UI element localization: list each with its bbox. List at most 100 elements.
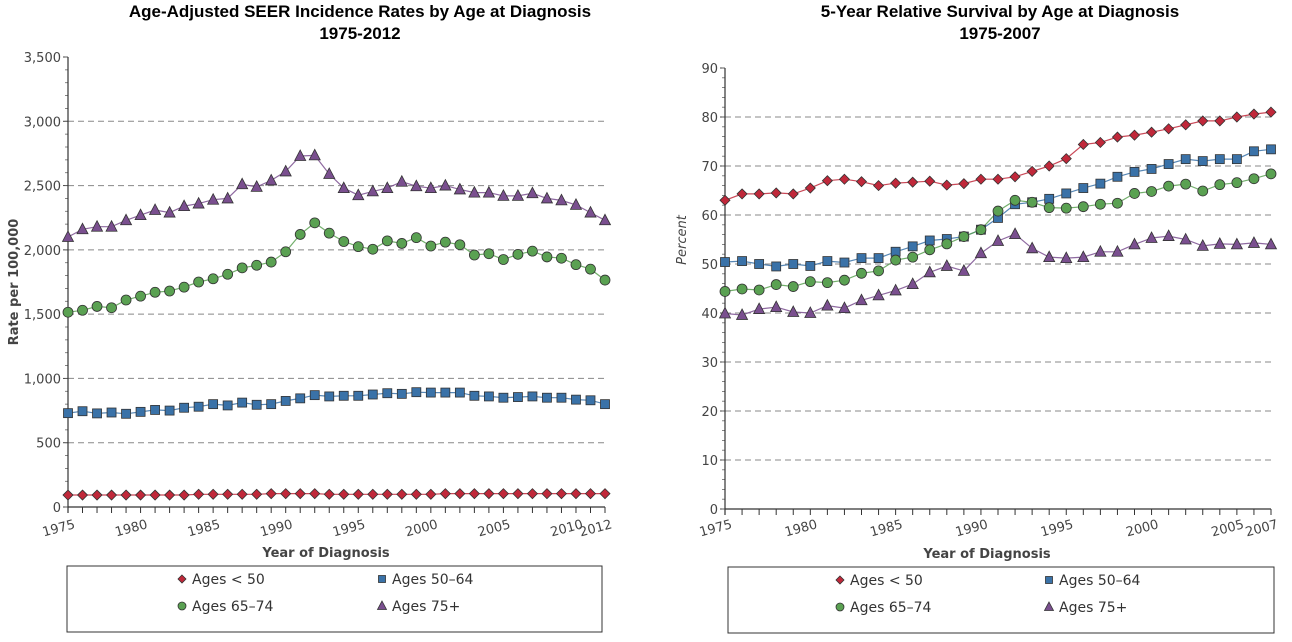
survival-data-point	[1231, 154, 1242, 165]
survival-data-point	[907, 251, 919, 263]
survival-data-point	[805, 261, 816, 271]
survival-data-point	[822, 256, 833, 266]
survival-x-tick-label: 2005	[1210, 517, 1246, 540]
survival-data-point	[1128, 129, 1141, 141]
incidence-data-point	[222, 268, 234, 280]
incidence-data-point	[367, 488, 379, 500]
survival-data-point	[754, 259, 765, 269]
incidence-y-tick-label: 1,000	[24, 372, 61, 387]
survival-data-point	[821, 175, 833, 187]
survival-data-point	[1077, 138, 1089, 151]
incidence-legend-marker-diamond	[177, 574, 187, 584]
incidence-data-point	[294, 149, 307, 161]
survival-data-point	[1043, 160, 1055, 172]
survival-data-point	[1214, 179, 1226, 191]
survival-data-point	[906, 277, 919, 289]
survival-data-point	[1111, 131, 1124, 143]
incidence-data-point	[454, 387, 465, 398]
survival-data-point	[890, 254, 902, 266]
incidence-y-tick-label: 2,000	[24, 244, 61, 259]
incidence-data-point	[236, 262, 248, 274]
incidence-data-point	[208, 399, 219, 410]
incidence-data-point	[324, 391, 335, 402]
incidence-data-point	[76, 489, 89, 501]
survival-data-point	[753, 284, 765, 296]
survival-data-point	[1196, 239, 1209, 251]
survival-legend-marker-diamond	[835, 575, 845, 585]
incidence-data-point	[396, 488, 408, 500]
survival-data-point	[1026, 196, 1038, 208]
incidence-data-point	[469, 390, 480, 401]
survival-data-point	[1129, 188, 1140, 199]
survival-data-point	[753, 188, 765, 200]
survival-data-point	[1112, 171, 1123, 182]
survival-legend-marker-square	[1045, 576, 1053, 584]
incidence-data-point	[309, 488, 321, 500]
incidence-chart-subtitle: 1975-2012	[319, 24, 400, 43]
survival-data-point	[735, 308, 749, 320]
survival-data-point	[1145, 231, 1158, 243]
survival-grid	[725, 116, 1271, 461]
incidence-legend-item: Ages 75+	[392, 599, 460, 615]
incidence-data-point	[308, 148, 321, 161]
survival-data-point	[770, 187, 782, 199]
survival-legend-item: Ages 75+	[1059, 600, 1127, 616]
incidence-data-point	[497, 488, 509, 500]
survival-chart-title: 5-Year Relative Survival by Age at Diagn…	[821, 2, 1179, 21]
survival-chart-subtitle: 1975-2007	[959, 24, 1040, 43]
survival-data-point	[752, 302, 766, 314]
incidence-data-point	[62, 306, 74, 318]
survival-data-point	[1264, 237, 1278, 250]
incidence-data-point	[381, 488, 393, 500]
incidence-data-point	[425, 488, 437, 500]
survival-data-point	[889, 283, 902, 296]
incidence-data-point	[498, 392, 509, 403]
incidence-data-point	[164, 285, 175, 297]
survival-data-point	[873, 265, 884, 277]
survival-y-axis-title: Percent	[675, 214, 690, 265]
incidence-legend-marker-square	[378, 575, 386, 583]
incidence-data-point	[77, 406, 88, 417]
survival-x-tick-label: 2007	[1244, 517, 1280, 540]
incidence-data-point	[439, 488, 451, 500]
survival-data-point	[992, 173, 1004, 185]
survival-data-point	[1180, 178, 1192, 190]
survival-data-point	[1009, 171, 1021, 183]
incidence-data-point	[542, 392, 552, 403]
incidence-data-point	[149, 489, 161, 501]
incidence-data-point	[540, 191, 554, 204]
survival-data-point	[941, 179, 953, 191]
survival-y-tick-label: 90	[701, 62, 718, 77]
incidence-data-point	[149, 286, 161, 298]
survival-x-tick-label: 1980	[783, 517, 819, 540]
survival-data-point	[856, 253, 867, 264]
survival-data-point	[974, 246, 988, 259]
survival-data-point	[958, 231, 970, 242]
incidence-x-axis-title: Year of Diagnosis	[261, 546, 390, 561]
incidence-data-point	[135, 290, 146, 302]
incidence-data-point	[395, 174, 408, 187]
survival-data-point	[1095, 178, 1106, 189]
incidence-y-tick-label: 3,500	[24, 51, 61, 66]
survival-data-point	[924, 244, 936, 256]
incidence-axes: 0 500 1,000 1,500 2,000 2,500 3,000 3,500 1975 19…	[24, 51, 614, 540]
incidence-data-point	[439, 236, 451, 248]
incidence-data-point	[338, 488, 350, 500]
incidence-data-point	[105, 219, 118, 232]
incidence-data-point	[454, 488, 466, 500]
survival-legend-item: Ages < 50	[850, 573, 923, 589]
incidence-chart-title: Age-Adjusted SEER Incidence Rates by Age…	[129, 2, 591, 21]
incidence-data-point	[178, 489, 190, 501]
incidence-data-point	[483, 391, 494, 402]
incidence-data-point	[295, 393, 306, 404]
survival-y-tick-label: 30	[701, 356, 718, 371]
incidence-data-point	[280, 396, 291, 406]
incidence-series-line-2	[67, 222, 606, 313]
incidence-data-point	[222, 400, 233, 411]
incidence-data-point	[440, 387, 451, 398]
incidence-data-point	[121, 408, 131, 419]
survival-data-point	[1094, 198, 1106, 210]
incidence-data-point	[498, 254, 509, 265]
incidence-data-point	[381, 235, 393, 247]
incidence-data-point	[541, 488, 553, 500]
